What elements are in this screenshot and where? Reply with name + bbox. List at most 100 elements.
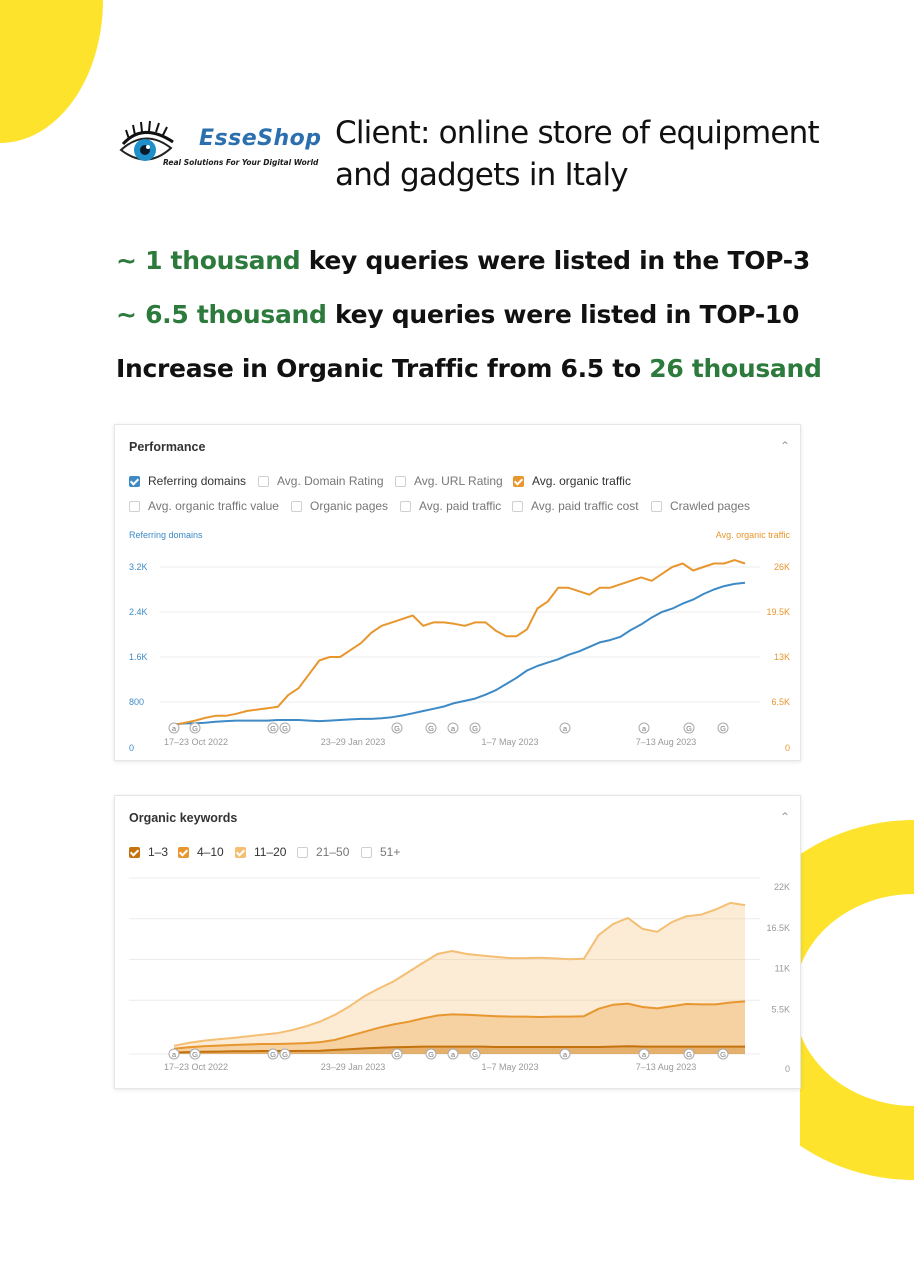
checkbox-label: 51+ — [380, 845, 401, 859]
checkbox-kw-0[interactable]: 1–3 — [129, 845, 168, 859]
client-line-2: and gadgets in Italy — [335, 157, 629, 193]
annotation-marker-icon[interactable]: G — [469, 722, 481, 734]
annotation-marker-icon[interactable]: G — [189, 1048, 201, 1060]
checkbox-checked-icon[interactable] — [513, 475, 524, 487]
annotation-marker-icon[interactable]: G — [391, 722, 403, 734]
annotation-marker-icon[interactable]: G — [425, 1048, 437, 1060]
series-line-referring-domains — [173, 581, 746, 726]
checkbox-empty-icon[interactable] — [361, 846, 372, 858]
annotation-marker-icon[interactable]: G — [391, 1048, 403, 1060]
annotation-marker-icon[interactable]: a — [559, 722, 571, 734]
collapse-chevron-icon[interactable]: ⌃ — [779, 439, 790, 453]
annotation-marker-icon[interactable]: a — [638, 1048, 650, 1060]
x-tick-label: 7–13 Aug 2023 — [636, 737, 697, 747]
checkbox-empty-icon[interactable] — [395, 475, 406, 487]
headline-text: key queries were listed in the TOP-3 — [300, 246, 811, 275]
checkbox-empty-icon[interactable] — [258, 475, 269, 487]
headline-text: key queries were listed in TOP-10 — [326, 300, 800, 329]
checkbox-label: Avg. paid traffic — [419, 499, 502, 513]
checkbox-label: Avg. paid traffic cost — [531, 499, 639, 513]
annotation-marker-icon[interactable]: G — [683, 1048, 695, 1060]
organic-keywords-card: Organic keywords ⌃ 1–3 4–10 11–20 21–50 51+ … — [114, 795, 801, 1089]
checkbox-row2-1[interactable]: Organic pages — [291, 499, 388, 513]
checkbox-empty-icon[interactable] — [129, 500, 140, 512]
checkbox-checked-icon[interactable] — [178, 846, 189, 858]
left-tick-label: 2.4K — [129, 607, 148, 617]
right-tick-label: 0 — [785, 1064, 790, 1074]
annotation-marker-icon[interactable]: a — [447, 1048, 459, 1060]
svg-text:G: G — [686, 724, 692, 733]
right-tick-label: 6.5K — [771, 697, 790, 707]
checkbox-empty-icon[interactable] — [291, 500, 302, 512]
checkbox-row1-0[interactable]: Referring domains — [129, 474, 246, 488]
checkbox-row2-4[interactable]: Crawled pages — [651, 499, 750, 513]
annotation-marker-icon[interactable]: a — [168, 1048, 180, 1060]
checkbox-row1-3[interactable]: Avg. organic traffic — [513, 474, 631, 488]
checkbox-label: 1–3 — [148, 845, 169, 859]
checkbox-kw-1[interactable]: 4–10 — [178, 845, 224, 859]
right-tick-label: 13K — [774, 652, 790, 662]
annotation-marker-icon[interactable]: a — [559, 1048, 571, 1060]
checkbox-empty-icon[interactable] — [651, 500, 662, 512]
performance-chart: Referring domains Avg. organic traffic 0 0 8… — [129, 530, 791, 753]
svg-text:G: G — [270, 1050, 276, 1059]
checkbox-empty-icon[interactable] — [297, 846, 308, 858]
keywords-title: Organic keywords — [129, 811, 238, 825]
annotation-marker-icon[interactable]: G — [683, 722, 695, 734]
svg-text:G: G — [428, 724, 434, 733]
checkbox-empty-icon[interactable] — [512, 500, 523, 512]
svg-text:G: G — [720, 724, 726, 733]
right-tick-label: 19.5K — [766, 607, 790, 617]
checkbox-kw-2[interactable]: 11–20 — [235, 845, 286, 859]
checkbox-row2-2[interactable]: Avg. paid traffic — [400, 499, 501, 513]
checkbox-row1-2[interactable]: Avg. URL Rating — [395, 474, 503, 488]
x-tick-label: 1–7 May 2023 — [481, 1062, 538, 1072]
svg-text:G: G — [282, 724, 288, 733]
checkbox-label: 21–50 — [316, 845, 350, 859]
checkbox-label: Organic pages — [310, 499, 389, 513]
left-tick-label: 3.2K — [129, 562, 148, 572]
annotation-marker-icon[interactable]: G — [717, 722, 729, 734]
checkbox-empty-icon[interactable] — [400, 500, 411, 512]
checkbox-row2-3[interactable]: Avg. paid traffic cost — [512, 499, 639, 513]
annotation-marker-icon[interactable]: G — [267, 722, 279, 734]
logo-tagline: Real Solutions For Your Digital World — [163, 158, 319, 167]
series-area-2 — [174, 902, 745, 1054]
checkbox-row1-1[interactable]: Avg. Domain Rating — [258, 474, 384, 488]
annotation-marker-icon[interactable]: G — [267, 1048, 279, 1060]
annotation-marker-icon[interactable]: a — [447, 722, 459, 734]
checkbox-kw-3[interactable]: 21–50 — [297, 845, 349, 859]
svg-text:a: a — [172, 1050, 177, 1059]
annotation-marker-icon[interactable]: G — [717, 1048, 729, 1060]
annotation-marker-icon[interactable]: a — [168, 722, 180, 734]
checkbox-label: Crawled pages — [670, 499, 751, 513]
svg-text:a: a — [451, 724, 456, 733]
annotation-marker-icon[interactable]: a — [638, 722, 650, 734]
svg-text:G: G — [472, 724, 478, 733]
svg-text:G: G — [394, 1050, 400, 1059]
svg-text:a: a — [563, 1050, 568, 1059]
collapse-chevron-icon[interactable]: ⌃ — [779, 810, 790, 824]
svg-text:a: a — [563, 724, 568, 733]
annotation-marker-icon[interactable]: G — [425, 722, 437, 734]
annotation-marker-icon[interactable]: G — [279, 1048, 291, 1060]
checkbox-checked-icon[interactable] — [129, 475, 140, 487]
headline-prefix: ~ — [116, 300, 146, 329]
right-axis-label: Avg. organic traffic — [716, 530, 791, 540]
checkbox-row2-0[interactable]: Avg. organic traffic value — [129, 499, 279, 513]
checkbox-checked-icon[interactable] — [129, 846, 140, 858]
client-line-1: Client: online store of equipment — [335, 115, 820, 151]
annotation-marker-icon[interactable]: G — [279, 722, 291, 734]
svg-text:a: a — [172, 724, 177, 733]
checkbox-kw-4[interactable]: 51+ — [361, 845, 400, 859]
x-tick-label: 23–29 Jan 2023 — [321, 737, 386, 747]
series-line-2 — [173, 901, 746, 1047]
annotation-marker-icon[interactable]: G — [189, 722, 201, 734]
yellow-ring-right — [800, 820, 914, 1180]
annotation-marker-icon[interactable]: G — [469, 1048, 481, 1060]
right-tick-label: 0 — [785, 743, 790, 753]
svg-text:G: G — [270, 724, 276, 733]
series-area-1 — [174, 1001, 745, 1054]
checkbox-checked-icon[interactable] — [235, 846, 246, 858]
